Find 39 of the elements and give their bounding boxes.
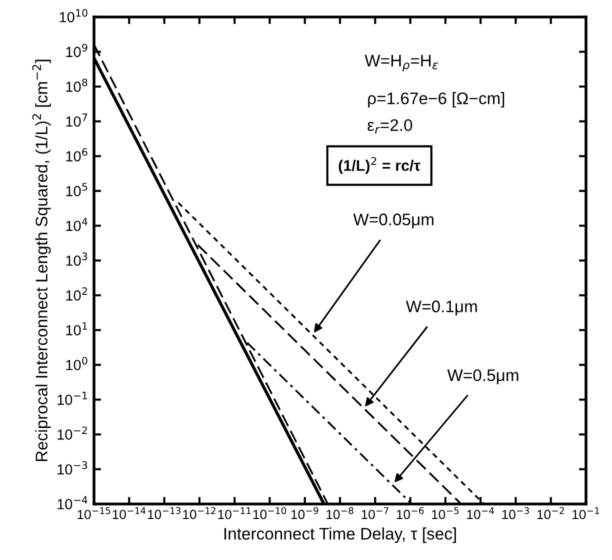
x-tick-label: 10$^{−2}$: [537, 507, 564, 520]
x-axis-title: Interconnect Time Delay, τ [sec]: [224, 527, 456, 543]
annotation: W=0.5μm: [447, 369, 518, 384]
y-tick-label: 10$^{8}$: [66, 78, 88, 92]
annotation: W=0.05μm: [353, 214, 434, 228]
x-tick-label: 10$^{−14}$: [112, 507, 146, 520]
annotation: W=0.1μm: [406, 300, 477, 316]
y-tick-label: 10$^{6}$: [66, 148, 88, 162]
x-tick-label: 10$^{−10}$: [253, 507, 286, 520]
y-tick-label: 10$^{7}$: [66, 114, 88, 127]
y-tick-label: 10$^{10}$: [60, 9, 88, 22]
x-tick-label: 10$^{−11}$: [218, 507, 251, 520]
y-tick-label: 10$^{1}$: [66, 322, 88, 336]
x-tick-label: 10$^{−4}$: [467, 507, 494, 520]
x-tick-label: 10$^{−6}$: [396, 507, 424, 520]
x-tick-label: 10$^{−8}$: [326, 507, 354, 520]
annotation: ε$_{r}$=2.0: [368, 119, 412, 134]
y-tick-label: 10$^{5}$: [66, 183, 88, 196]
y-tick-label: 10$^{−3}$: [58, 461, 88, 475]
y-tick-label: 10$^{4}$: [66, 218, 88, 232]
x-tick-label: 10$^{−5}$: [432, 507, 459, 520]
x-tick-label: 10$^{−7}$: [362, 507, 388, 520]
x-tick-label: 10$^{−15}$: [78, 507, 110, 520]
y-tick-label: 10$^{−2}$: [58, 426, 87, 440]
x-tick-label: 10$^{−9}$: [291, 507, 318, 520]
y-tick-label: 10$^{2}$: [66, 287, 87, 301]
x-tick-label: 10$^{−1}$: [572, 507, 600, 520]
annotation: (1/L)$^{2}$ = rc/τ: [338, 156, 420, 174]
x-tick-label: 10$^{−3}$: [502, 507, 529, 520]
y-axis-title: Reciprocal Interconnect Length Squared, (1/L)$^{2}$ [cm$^{−2}$]: [32, 60, 51, 462]
annotation: W=H$_{ρ}$=H$_{ε}$: [364, 54, 438, 72]
y-tick-label: 10$^{3}$: [66, 252, 88, 266]
y-tick-label: 10$^{0}$: [66, 356, 88, 370]
y-tick-label: 10$^{9}$: [66, 44, 88, 58]
y-tick-label: 10$^{−1}$: [58, 392, 87, 405]
x-tick-label: 10$^{−12}$: [183, 507, 216, 520]
y-tick-label: 10$^{−4}$: [58, 496, 88, 510]
x-tick-label: 10$^{−13}$: [148, 507, 180, 520]
annotation: ρ=1.67e−6 [Ω−cm]: [368, 92, 504, 108]
